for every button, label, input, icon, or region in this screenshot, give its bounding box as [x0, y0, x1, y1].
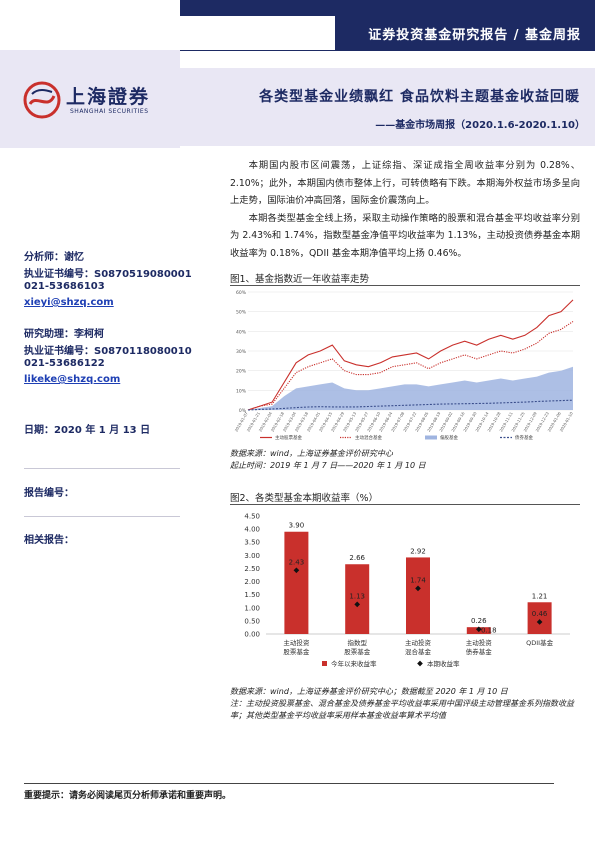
figure1-source: 数据来源：wind，上海证券基金评价研究中心 [230, 449, 393, 458]
figure2-caption: 图2、各类型基金本期收益率（%） [230, 493, 379, 504]
legend-label: 本期收益率 [427, 659, 460, 668]
bar-value-label: 2.92 [410, 547, 426, 555]
point-value-label: 1.13 [349, 592, 365, 600]
y-tick-label: 3.00 [244, 552, 260, 560]
legend-label: 债券基金 [515, 434, 533, 441]
analyst-phone: 021-53686103 [24, 281, 105, 292]
logo-name-cn: 上海證券 [66, 86, 151, 108]
legend-label: 主动混合基金 [355, 434, 382, 441]
y-tick-label: 30% [236, 349, 247, 355]
bar-value-label: 2.66 [349, 554, 365, 562]
y-tick-label: 0.00 [244, 631, 260, 639]
legend-swatch [417, 660, 423, 667]
report-date: 日期：2020 年 1 月 13 日 [24, 425, 151, 436]
related-reports: 相关报告： [24, 535, 74, 546]
legend-label: 今年以来收益率 [331, 659, 377, 668]
bar-value-label: 0.26 [471, 617, 487, 625]
legend-label: 主动股票基金 [275, 434, 302, 441]
bar-ytd [527, 602, 552, 634]
figure1-line-chart: 0%10%20%30%40%50%60% 2019-01-072019-01-2… [233, 290, 574, 441]
category-label: 股票基金 [283, 647, 310, 656]
y-tick-label: 40% [236, 329, 247, 335]
report-type-banner: 证券投资基金研究报告 / 基金周报 [335, 16, 595, 50]
left-divider [24, 468, 180, 469]
category-label: 指数型 [347, 638, 367, 647]
legend-label: 偏股基金 [440, 434, 458, 441]
left-divider [24, 516, 180, 517]
y-tick-label: 50% [236, 310, 247, 316]
figure1-caption-line [230, 285, 580, 286]
series-line-债券基金 [247, 399, 574, 411]
y-tick-label: 60% [236, 290, 247, 296]
y-tick-label: 4.00 [244, 526, 260, 534]
header-band [180, 0, 595, 16]
y-tick-label: 20% [236, 369, 247, 375]
y-tick-label: 1.00 [244, 604, 260, 612]
analyst-name: 分析师：谢忆 [24, 252, 84, 263]
report-title: 各类型基金业绩飘红 食品饮料主题基金收益回暖 [259, 89, 580, 105]
y-tick-label: 2.00 [244, 578, 260, 586]
figure2-bar-chart: 0.00 0.50 1.00 1.50 2.00 2.50 3.00 3.50 4.00 4.50… [244, 513, 570, 668]
analyst-cert: 执业证书编号：S0870519080001 [24, 269, 192, 280]
series-line-主动混合基金 [247, 321, 574, 411]
report-type: 证券投资基金研究报告 / 基金周报 [368, 28, 581, 43]
analyst-email-link[interactable]: xieyi@shzq.com [24, 297, 114, 308]
figure2-note: 注：主动投资股票基金、混合基金及债券基金平均收益率采用中国评级主动管理基金系列指… [230, 699, 574, 720]
figure1-period: 起止时间：2019 年 1 月 7 日——2020 年 1 月 10 日 [230, 461, 426, 470]
point-value-label: 2.43 [289, 558, 305, 566]
title-background [180, 68, 595, 146]
logo-mark-icon [23, 81, 61, 119]
point-period [536, 619, 543, 625]
y-tick-label: 0.50 [244, 617, 260, 625]
y-tick-label: 10% [236, 388, 247, 394]
bar-value-label: 3.90 [289, 522, 305, 530]
report-subtitle: ——基金市场周报（2020.1.6-2020.1.10） [375, 120, 585, 131]
y-tick-label: 2.50 [244, 565, 260, 573]
category-label: 股票基金 [344, 647, 371, 656]
footer-notice: 重要提示：请务必阅读尾页分析师承诺和重要声明。 [24, 791, 232, 801]
logo [22, 80, 172, 120]
figure1-caption: 图1、基金指数近一年收益率走势 [230, 274, 370, 285]
summary-section: 本期国内股市区间震荡，上证综指、深证成指全周收益率分别为 0.28%、2.10%… [230, 157, 580, 263]
series-area-偏股基金 [248, 366, 573, 410]
legend-swatch [322, 661, 327, 666]
bar-ytd [284, 531, 309, 634]
logo-name-en: SHANGHAI SECURITIES [70, 108, 149, 115]
series-line-主动股票基金 [247, 299, 574, 411]
footer-divider [24, 783, 554, 784]
bar-ytd [406, 557, 430, 634]
summary-paragraph: 本期国内股市区间震荡，上证综指、深证成指全周收益率分别为 0.28%、2.10%… [230, 160, 580, 207]
y-tick-label: 0% [239, 408, 247, 414]
figure2-source: 数据来源：wind，上海证券基金评价研究中心；数据截至 2020 年 1 月 1… [230, 687, 508, 696]
category-label: 债券基金 [466, 647, 493, 656]
assistant-cert: 执业证书编号：S0870118080010 [24, 346, 192, 357]
category-label: QDII基金 [526, 638, 553, 647]
point-value-label: 0.46 [532, 610, 548, 618]
logo-background [0, 50, 180, 148]
assistant-phone: 021-53686122 [24, 358, 105, 369]
y-tick-label: 1.50 [244, 591, 260, 599]
point-value-label: 0.18 [481, 626, 497, 634]
category-label: 主动投资 [405, 638, 432, 647]
point-period [475, 626, 482, 633]
header-divider [180, 50, 595, 51]
category-label: 混合基金 [405, 647, 432, 656]
bar-ytd [345, 564, 370, 634]
y-tick-label: 4.50 [244, 513, 260, 521]
assistant-email-link[interactable]: likeke@shzq.com [24, 374, 121, 385]
y-tick-label: 3.50 [244, 539, 260, 547]
report-number: 报告编号： [24, 488, 74, 499]
bar-value-label: 1.21 [532, 592, 548, 600]
category-label: 主动投资 [283, 638, 310, 647]
figure2-caption-line [230, 504, 580, 505]
category-label: 主动投资 [466, 638, 493, 647]
point-value-label: 1.74 [410, 576, 426, 584]
assistant-name: 研究助理：李柯柯 [24, 329, 104, 340]
summary-paragraph: 本期各类型基金全线上扬，采取主动操作策略的股票和混合基金平均收益率分别为 2.4… [230, 212, 580, 259]
